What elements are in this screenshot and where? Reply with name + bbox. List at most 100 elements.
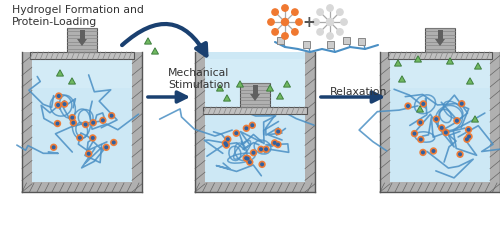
Circle shape [82, 122, 88, 128]
Circle shape [272, 9, 278, 15]
Circle shape [419, 121, 422, 124]
Polygon shape [216, 85, 224, 91]
Circle shape [261, 163, 264, 166]
Polygon shape [416, 106, 424, 112]
Circle shape [247, 159, 253, 165]
Circle shape [432, 150, 435, 152]
Bar [388, 52, 492, 59]
Circle shape [84, 123, 87, 126]
Polygon shape [68, 78, 75, 84]
Circle shape [268, 19, 274, 25]
Circle shape [420, 138, 422, 141]
Bar [203, 107, 307, 114]
Circle shape [277, 130, 280, 133]
Circle shape [413, 132, 416, 135]
Circle shape [70, 120, 76, 126]
Circle shape [250, 122, 256, 128]
Circle shape [292, 29, 298, 35]
Polygon shape [144, 38, 152, 44]
Circle shape [405, 103, 411, 109]
Polygon shape [276, 93, 283, 99]
Circle shape [57, 104, 59, 106]
Bar [22, 182, 142, 192]
Circle shape [276, 143, 280, 146]
Circle shape [412, 131, 418, 137]
Polygon shape [398, 76, 406, 82]
Circle shape [418, 137, 424, 142]
Circle shape [105, 146, 108, 149]
Circle shape [244, 156, 250, 162]
Circle shape [108, 113, 114, 119]
Circle shape [327, 33, 333, 39]
Circle shape [258, 146, 264, 152]
Circle shape [62, 101, 68, 107]
Bar [32, 52, 132, 88]
Polygon shape [446, 58, 454, 64]
Circle shape [222, 140, 228, 146]
Text: Relaxation: Relaxation [330, 87, 388, 97]
Circle shape [86, 151, 91, 157]
Bar [132, 52, 142, 192]
Bar [30, 52, 134, 59]
Circle shape [110, 114, 113, 117]
Bar [305, 52, 315, 192]
Bar [390, 52, 490, 182]
Polygon shape [236, 81, 244, 87]
Bar [80, 30, 84, 39]
Circle shape [435, 118, 438, 120]
Circle shape [78, 137, 81, 139]
Circle shape [313, 19, 319, 25]
Circle shape [100, 117, 106, 123]
Circle shape [317, 29, 324, 35]
Circle shape [422, 103, 424, 105]
Bar [438, 30, 442, 39]
Circle shape [456, 119, 458, 122]
Circle shape [282, 5, 288, 11]
Circle shape [103, 144, 109, 150]
Circle shape [90, 120, 96, 126]
Circle shape [92, 137, 94, 139]
Circle shape [327, 5, 333, 11]
Circle shape [259, 161, 265, 167]
Circle shape [282, 33, 288, 39]
Circle shape [466, 134, 472, 140]
Circle shape [272, 140, 278, 146]
Circle shape [418, 119, 424, 125]
Circle shape [468, 135, 470, 138]
Circle shape [282, 18, 288, 26]
Circle shape [245, 157, 248, 160]
Circle shape [58, 95, 60, 97]
Circle shape [458, 153, 462, 155]
Circle shape [296, 19, 302, 25]
Circle shape [235, 132, 238, 135]
Bar [326, 41, 334, 47]
Circle shape [234, 130, 239, 136]
Circle shape [88, 152, 90, 155]
Circle shape [466, 138, 468, 141]
Circle shape [326, 18, 334, 26]
Circle shape [275, 128, 281, 135]
Circle shape [243, 155, 249, 161]
Circle shape [252, 151, 255, 154]
Circle shape [420, 149, 426, 155]
Circle shape [56, 122, 59, 125]
Circle shape [226, 138, 229, 141]
Circle shape [77, 135, 83, 141]
Polygon shape [394, 60, 402, 66]
Circle shape [50, 144, 56, 150]
Circle shape [112, 141, 115, 144]
Bar [302, 41, 310, 47]
Circle shape [341, 19, 347, 25]
Circle shape [90, 135, 96, 141]
Circle shape [52, 146, 55, 149]
Circle shape [110, 140, 116, 146]
Bar [358, 37, 364, 45]
Bar [195, 52, 205, 192]
Text: +: + [302, 14, 316, 29]
Circle shape [454, 118, 460, 124]
Circle shape [275, 141, 281, 148]
Circle shape [63, 103, 66, 105]
Circle shape [464, 136, 470, 142]
Circle shape [457, 151, 463, 157]
Circle shape [92, 121, 94, 124]
